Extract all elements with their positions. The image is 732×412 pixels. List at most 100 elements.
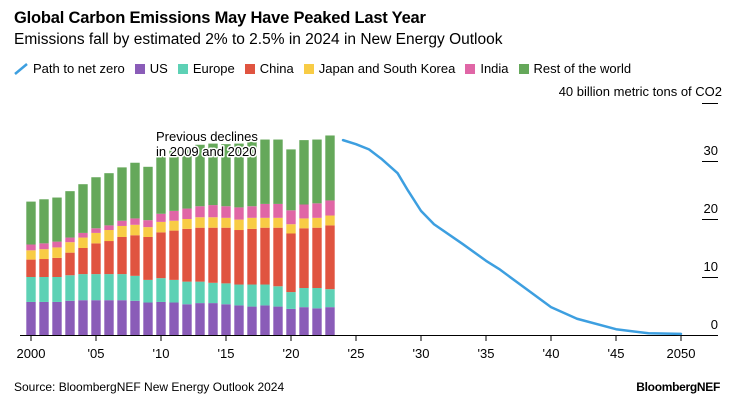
bar-segment [182,208,192,219]
bar-segment [182,281,192,305]
bar-segment [78,274,88,301]
bar-segment [104,230,114,242]
bar-stack-2005 [91,177,101,335]
legend-swatch [177,63,188,74]
legend-label: Europe [192,61,235,76]
bar-segment [104,300,114,335]
bar-segment [234,143,244,208]
y-axis-label: 40 billion metric tons of CO2 [559,84,722,99]
bar-stack-2004 [78,184,88,335]
bar-segment [299,228,309,289]
bar-segment [91,243,101,275]
bar-segment [208,282,218,304]
bar-segment [156,213,166,222]
bar-segment [260,284,270,306]
legend-item-path-to-net-zero: Path to net zero [14,61,125,76]
bar-segment [273,306,283,335]
bar-segment [26,250,36,260]
x-tick-label: '20 [283,346,300,361]
bar-segment [221,304,231,335]
bar-segment [325,200,335,216]
bar-segment [234,207,244,220]
bar-segment [143,227,153,237]
bar-segment [299,288,309,308]
x-tick-label: '30 [413,346,430,361]
bar-segment [52,257,62,277]
bar-segment [65,237,75,243]
bar-segment [247,206,257,218]
bar-segment [91,300,101,335]
bar-segment [247,306,257,335]
legend-label: India [480,61,509,76]
bar-segment [208,217,218,228]
bar-stack-2003 [65,191,75,335]
bar-segment [104,225,114,231]
bar-segment [286,149,296,211]
bar-segment [130,235,140,276]
x-tick-label: 2050 [667,346,696,361]
legend-label: Rest of the world [533,61,632,76]
legend-item: Europe [177,61,235,76]
legend-item: India [465,61,509,76]
bar-segment [182,228,192,282]
legend-label: China [259,61,294,76]
bar-segment [247,141,257,207]
legend: Path to net zero US Europe China Japan and S… [14,61,631,76]
bar-segment [91,177,101,229]
bar-segment [195,144,205,207]
bar-segment [78,232,88,238]
source-note: Source: BloombergNEF New Energy Outlook … [14,380,285,394]
bar-segment [208,303,218,335]
bar-segment [208,205,218,218]
legend-swatch [134,63,145,74]
bar-segment [260,203,270,218]
bar-stack-2017 [247,141,257,335]
bar-segment [39,243,49,250]
legend-label: US [149,61,168,76]
bar-segment [195,303,205,335]
bar-segment [195,281,205,304]
bar-segment [221,217,231,228]
bar-segment [325,307,335,335]
bar-segment [273,203,283,218]
x-tick-label: '45 [608,346,625,361]
bar-segment [260,139,270,204]
x-tick-label: 2000 [17,346,46,361]
bar-segment [26,201,36,245]
bar-segment [130,300,140,335]
bar-segment [312,308,322,335]
x-tick-label: '10 [153,346,170,361]
bar-segment [195,227,205,282]
bar-segment [39,199,49,244]
bar-segment [26,301,36,335]
legend-item: US [134,61,168,76]
bar-segment [234,230,244,285]
legend-swatch [518,63,529,74]
bar-segment [117,220,127,226]
bar-segment [52,301,62,335]
bar-segment [208,143,218,206]
legend-swatch [465,63,476,74]
bar-segment [130,218,140,225]
bar-segment [169,279,179,303]
bar-segment [117,300,127,335]
legend-line-swatch [14,62,28,75]
bar-segment [182,304,192,335]
bar-stack-2019 [273,139,283,335]
bar-stack-2014 [208,143,218,335]
bar-segment [182,148,192,209]
bar-segment [299,204,309,219]
bar-segment [312,139,322,204]
y-tick-label: 20 [704,201,718,216]
bar-stack-2010 [156,155,166,335]
bar-segment [143,220,153,228]
bar-segment [195,217,205,228]
bar-segment [78,248,88,275]
bar-stack-2016 [234,143,244,335]
bar-segment [221,283,231,305]
bar-segment [52,277,62,302]
legend-label: Japan and South Korea [318,61,456,76]
bar-segment [169,230,179,280]
